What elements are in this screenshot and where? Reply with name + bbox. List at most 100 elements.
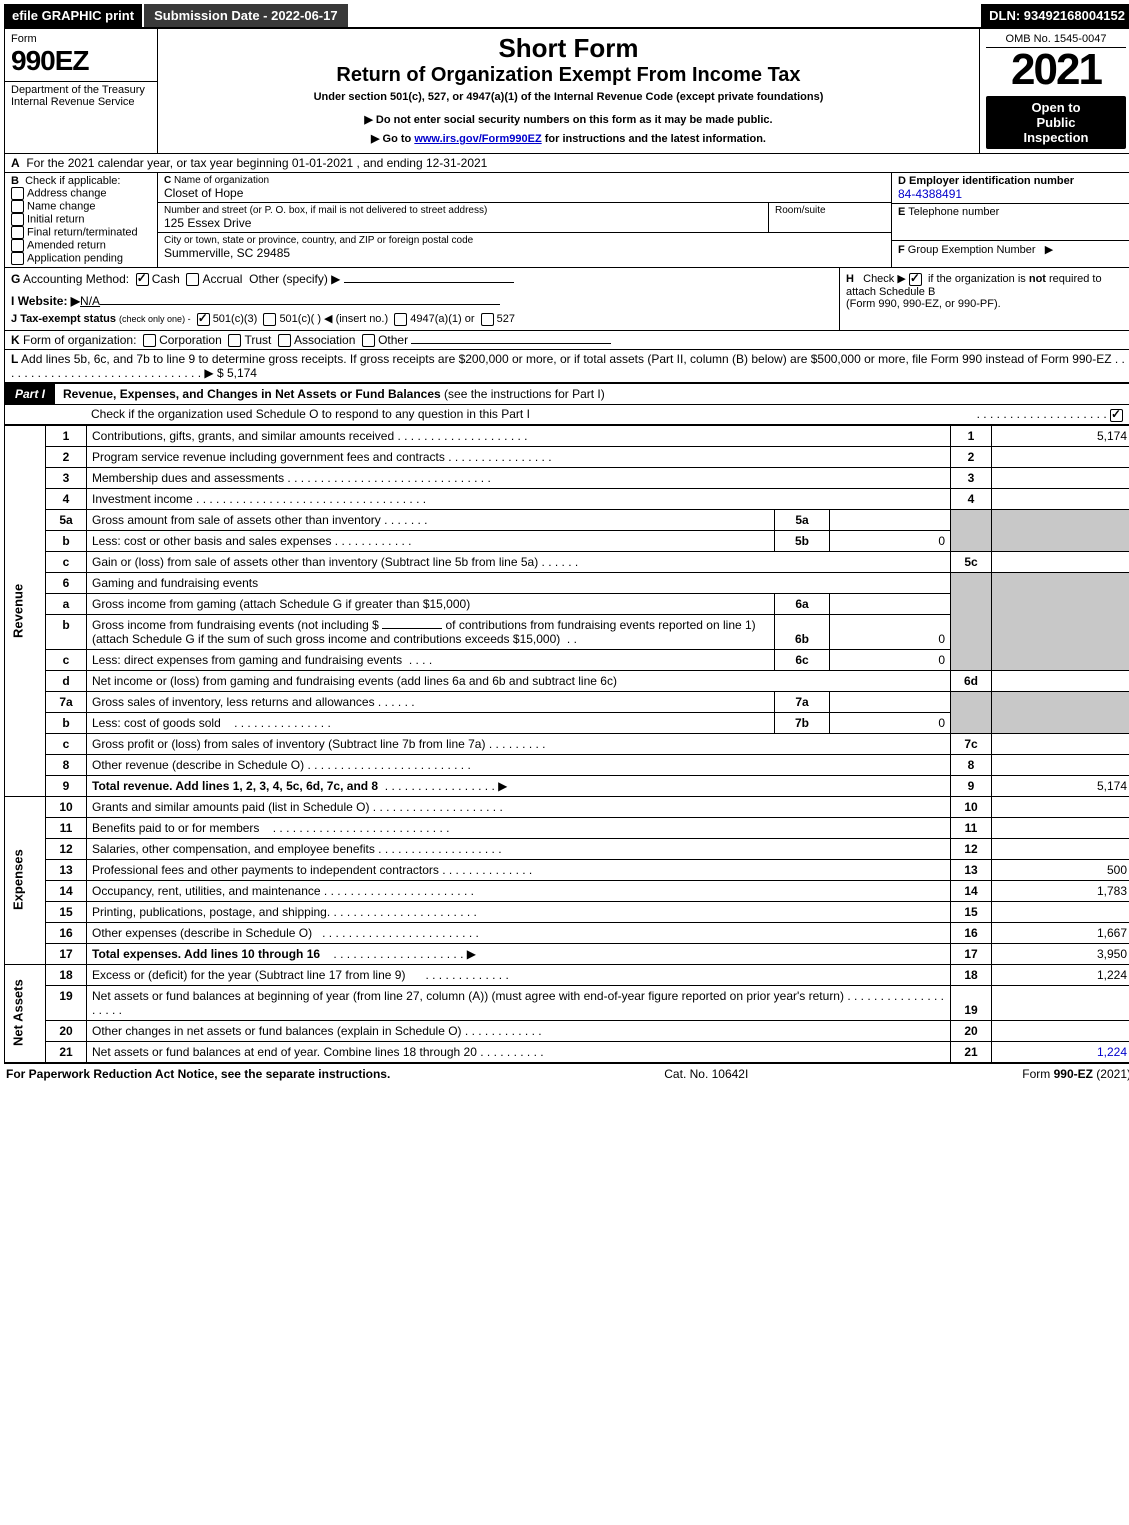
expenses-sidelabel: Expenses — [5, 796, 46, 964]
table-row: 20 Other changes in net assets or fund b… — [5, 1020, 1129, 1041]
l3-amt — [992, 467, 1129, 488]
l20-rn: 20 — [951, 1020, 992, 1041]
chk-amended-return[interactable] — [11, 239, 24, 252]
table-row: c Gain or (loss) from sale of assets oth… — [5, 551, 1129, 572]
chk-4947[interactable] — [394, 313, 407, 326]
chk-final-return[interactable] — [11, 226, 24, 239]
l6a-samt — [830, 593, 951, 614]
l4-num: 4 — [46, 488, 87, 509]
l16-rn: 16 — [951, 922, 992, 943]
chk-corporation[interactable] — [143, 334, 156, 347]
l1-num: 1 — [46, 425, 87, 446]
under-section: Under section 501(c), 527, or 4947(a)(1)… — [164, 91, 973, 103]
l2-rn: 2 — [951, 446, 992, 467]
chk-501c[interactable] — [263, 313, 276, 326]
l7a-sn: 7a — [775, 691, 830, 712]
l6c-sn: 6c — [775, 649, 830, 670]
l14-amt: 1,783 — [992, 880, 1129, 901]
part1-badge: Part I — [5, 384, 55, 404]
l9-amt: 5,174 — [992, 775, 1129, 796]
org-name: Closet of Hope — [164, 186, 885, 200]
section-b: B Check if applicable: Address change Na… — [5, 173, 158, 267]
line-g: G Accounting Method: Cash Accrual Other … — [11, 272, 833, 286]
org-info-grid: B Check if applicable: Address change Na… — [4, 173, 1129, 268]
l7c-rn: 7c — [951, 733, 992, 754]
part1-check-row: Check if the organization used Schedule … — [4, 405, 1129, 424]
l5b-samt: 0 — [830, 530, 951, 551]
l4-rn: 4 — [951, 488, 992, 509]
chk-501c3[interactable] — [197, 313, 210, 326]
chk-other-org[interactable] — [362, 334, 375, 347]
table-row: 17 Total expenses. Add lines 10 through … — [5, 943, 1129, 964]
l8-text: Other revenue (describe in Schedule O) — [92, 758, 304, 772]
l2-amt — [992, 446, 1129, 467]
goto-link[interactable]: www.irs.gov/Form990EZ — [414, 133, 541, 145]
chk-schedule-b[interactable] — [909, 273, 922, 286]
form-word: Form — [11, 33, 151, 45]
table-row: 14 Occupancy, rent, utilities, and maint… — [5, 880, 1129, 901]
l7a-samt — [830, 691, 951, 712]
b-label: Check if applicable: — [25, 175, 120, 187]
l17-rn: 17 — [951, 943, 992, 964]
l21-amt: 1,224 — [992, 1041, 1129, 1062]
opt-final-return: Final return/terminated — [27, 226, 138, 238]
chk-527[interactable] — [481, 313, 494, 326]
l13-amt: 500 — [992, 859, 1129, 880]
table-row: 21 Net assets or fund balances at end of… — [5, 1041, 1129, 1062]
l12-amt — [992, 838, 1129, 859]
chk-association[interactable] — [278, 334, 291, 347]
l7b-sn: 7b — [775, 712, 830, 733]
l18-text: Excess or (deficit) for the year (Subtra… — [92, 968, 405, 982]
l12-text: Salaries, other compensation, and employ… — [92, 842, 375, 856]
j-label: Tax-exempt status — [20, 313, 116, 325]
l10-text: Grants and similar amounts paid (list in… — [92, 800, 369, 814]
page-footer: For Paperwork Reduction Act Notice, see … — [4, 1063, 1129, 1084]
l5b-sn: 5b — [775, 530, 830, 551]
top-bar: efile GRAPHIC print Submission Date - 20… — [4, 4, 1129, 27]
g-other: Other (specify) ▶ — [249, 272, 340, 286]
footer-right-post: (2021) — [1093, 1067, 1129, 1081]
l6b-text1: Gross income from fundraising events (no… — [92, 618, 379, 632]
chk-trust[interactable] — [228, 334, 241, 347]
submission-date: Submission Date - 2022-06-17 — [142, 4, 348, 27]
form-title-block: Short Form Return of Organization Exempt… — [158, 29, 979, 153]
goto-line: ▶ Go to www.irs.gov/Form990EZ for instru… — [164, 132, 973, 145]
h-text3: (Form 990, 990-EZ, or 990-PF). — [846, 298, 1126, 310]
c-street-label: Number and street (or P. O. box, if mail… — [164, 205, 762, 216]
open-to-public: Open to Public Inspection — [986, 96, 1126, 149]
footer-left: For Paperwork Reduction Act Notice, see … — [6, 1067, 390, 1081]
line-a: A For the 2021 calendar year, or tax yea… — [4, 154, 1129, 173]
l6b-samt: 0 — [830, 614, 951, 649]
e-label: Telephone number — [908, 206, 999, 218]
line-l: L Add lines 5b, 6c, and 7b to line 9 to … — [4, 350, 1129, 383]
l11-amt — [992, 817, 1129, 838]
k-corp: Corporation — [159, 333, 222, 347]
chk-schedule-o[interactable] — [1110, 409, 1123, 422]
short-form-title: Short Form — [164, 33, 973, 64]
l21-text: Net assets or fund balances at end of ye… — [92, 1045, 477, 1059]
chk-name-change[interactable] — [11, 200, 24, 213]
l4-amt — [992, 488, 1129, 509]
org-street: 125 Essex Drive — [164, 216, 762, 230]
irs-label: Internal Revenue Service — [11, 96, 151, 108]
l12-num: 12 — [46, 838, 87, 859]
l6c-text: Less: direct expenses from gaming and fu… — [92, 653, 402, 667]
main-title: Return of Organization Exempt From Incom… — [164, 64, 973, 87]
l14-rn: 14 — [951, 880, 992, 901]
l21-rn: 21 — [951, 1041, 992, 1062]
l15-num: 15 — [46, 901, 87, 922]
l3-num: 3 — [46, 467, 87, 488]
j-o2: 501(c)( ) ◀ (insert no.) — [279, 313, 388, 325]
chk-cash[interactable] — [136, 273, 149, 286]
chk-initial-return[interactable] — [11, 213, 24, 226]
l12-rn: 12 — [951, 838, 992, 859]
ssn-warning: Do not enter social security numbers on … — [164, 113, 973, 126]
chk-accrual[interactable] — [186, 273, 199, 286]
table-row: Net Assets 18 Excess or (deficit) for th… — [5, 964, 1129, 985]
chk-address-change[interactable] — [11, 187, 24, 200]
l18-num: 18 — [46, 964, 87, 985]
l9-text: Total revenue. Add lines 1, 2, 3, 4, 5c,… — [92, 779, 378, 793]
chk-application-pending[interactable] — [11, 252, 24, 265]
table-row: 9 Total revenue. Add lines 1, 2, 3, 4, 5… — [5, 775, 1129, 796]
k-label: Form of organization: — [23, 333, 136, 347]
